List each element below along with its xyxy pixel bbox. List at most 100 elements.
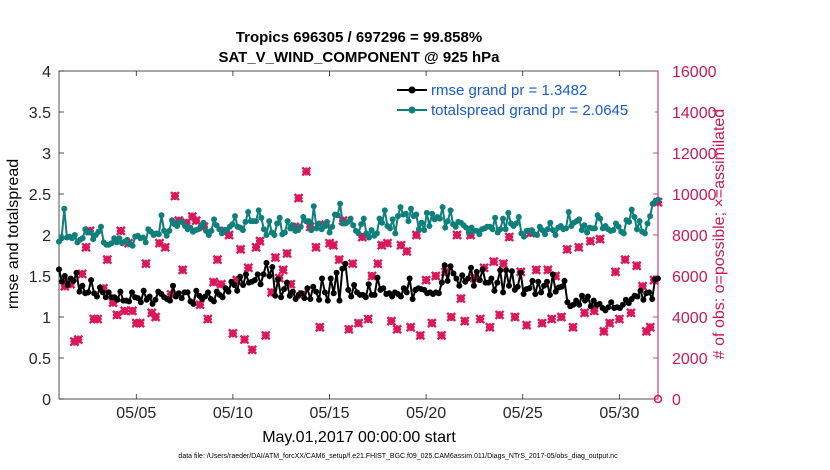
rmse-point [476, 277, 483, 284]
footnote: data file: /Users/raeder/DAI/ATM_forcXX/… [178, 453, 618, 460]
totalspread-point [447, 207, 454, 214]
totalspread-point [337, 200, 344, 207]
totalspread-point [452, 223, 459, 230]
totalspread-point [276, 214, 283, 221]
rmse-point [605, 304, 612, 311]
obs-assimilated-marker [315, 322, 325, 333]
rmse-point [286, 292, 293, 299]
rmse-point [193, 287, 200, 294]
totalspread-point [263, 232, 270, 238]
totalspread-point [253, 218, 259, 225]
rmse-point [435, 290, 442, 297]
obs-assimilated-marker [452, 230, 462, 240]
rmse-point [73, 269, 80, 276]
totalspread-point [242, 218, 249, 225]
obs-assimilated-marker [568, 322, 578, 333]
rmse-point [237, 273, 244, 280]
obs-assimilated-marker [382, 238, 393, 249]
rmse-point [251, 277, 258, 284]
obs-assimilated-marker [154, 238, 165, 249]
obs-assimilated-marker [243, 262, 254, 273]
rmse-point [456, 282, 463, 289]
totalspread-point [584, 229, 591, 236]
totalspread-point [597, 215, 604, 222]
obs-assimilated-marker [77, 269, 88, 279]
totalspread-point [534, 232, 541, 238]
y-right-tick-label: 16000 [672, 64, 717, 81]
totalspread-point [423, 209, 430, 216]
obs-assimilated-marker [531, 265, 542, 275]
rmse-point [514, 283, 521, 290]
rmse-point [447, 263, 454, 270]
obs-assimilated-marker [81, 242, 91, 253]
rmse-point [281, 286, 287, 293]
rmse-point [584, 293, 591, 300]
obs-assimilated-marker [421, 275, 431, 285]
totalspread-point [358, 221, 365, 228]
obs-assimilated-marker [270, 252, 281, 263]
obs-assimilated-marker [589, 306, 600, 316]
rmse-point [319, 275, 325, 282]
totalspread-point [636, 218, 643, 225]
totalspread-point [444, 218, 451, 225]
totalspread-point [324, 218, 330, 225]
obs-assimilated-marker [282, 248, 292, 259]
obs-assimilated-marker [430, 271, 441, 281]
totalspread-point [58, 235, 65, 242]
rmse-point [348, 293, 355, 300]
rmse-point [403, 289, 410, 296]
rmse-point [345, 286, 352, 293]
obs-assimilated-marker [357, 232, 368, 242]
obs-assimilated-marker [415, 330, 426, 341]
obs-assimilated-marker [334, 254, 345, 265]
obs-assimilated-marker [446, 312, 457, 322]
rmse-point [243, 271, 249, 278]
obs-assimilated-marker [255, 236, 265, 246]
x-tick-label: 05/25 [503, 405, 543, 422]
y-right-tick-label: 12000 [672, 146, 717, 163]
obs-assimilated-marker [411, 230, 422, 240]
y-right-tick-label: 4000 [672, 310, 708, 327]
totalspread-point [521, 233, 527, 240]
rmse-point [117, 288, 124, 295]
y-left-tick-label: 0.5 [29, 351, 51, 368]
totalspread-point [350, 222, 357, 229]
rmse-point [634, 293, 641, 300]
rmse-point [552, 288, 559, 295]
totalspread-point [200, 219, 207, 226]
obs-assimilated-marker [537, 318, 547, 328]
rmse-point [406, 275, 413, 282]
obs-assimilated-marker [367, 271, 377, 281]
rmse-point [316, 296, 323, 303]
legend-label: totalspread grand pr = 2.0645 [431, 102, 628, 119]
x-tick-label: 05/15 [309, 405, 349, 422]
obs-assimilated-marker [637, 281, 648, 292]
y-left-tick-label: 3 [42, 146, 51, 163]
obs-assimilated-marker [170, 191, 180, 201]
rmse-point [137, 299, 144, 306]
rmse-point [275, 276, 282, 283]
rmse-point [506, 282, 512, 289]
rmse-point [397, 293, 404, 300]
totalspread-point [578, 227, 585, 234]
rmse-point [260, 271, 267, 278]
obs-assimilated-marker [343, 324, 354, 335]
rmse-point [619, 301, 626, 308]
obs-assimilated-marker [311, 242, 321, 253]
obs-assimilated-marker [251, 242, 261, 253]
rmse-point [497, 267, 504, 274]
rmse-point [254, 271, 261, 278]
totalspread-point [563, 225, 569, 232]
chart-title-line2: SAT_V_WIND_COMPONENT @ 925 hPa [218, 49, 500, 66]
totalspread-point [505, 209, 512, 216]
y-right-tick-label: 14000 [672, 105, 717, 122]
obs-assimilated-marker [363, 314, 374, 324]
y-left-tick-label: 3.5 [29, 105, 51, 122]
obs-assimilated-marker [177, 265, 188, 275]
totalspread-point [513, 220, 520, 227]
obs-assimilated-marker [102, 254, 113, 265]
rmse-point [114, 296, 121, 303]
y-left-tick-label: 0 [42, 392, 51, 409]
obs-assimilated-marker [550, 271, 561, 281]
totalspread-point [245, 209, 252, 215]
